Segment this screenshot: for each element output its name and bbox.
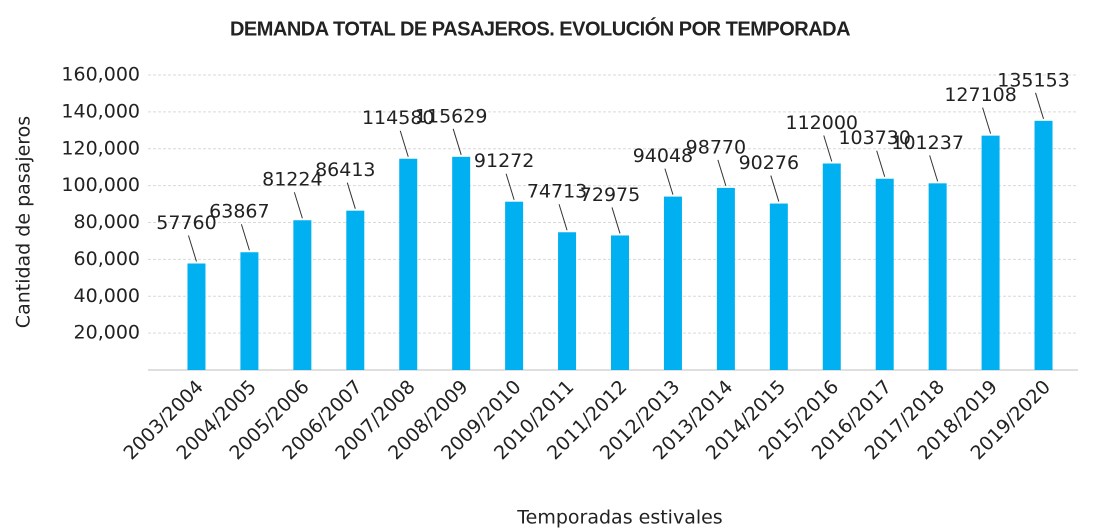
- bar: [293, 220, 312, 370]
- y-tick-label: 100,000: [61, 174, 140, 196]
- leader-line: [1035, 92, 1045, 119]
- y-tick-label: 60,000: [74, 248, 140, 270]
- data-label: 91272: [474, 150, 534, 172]
- bar: [928, 183, 947, 370]
- bar: [822, 163, 841, 370]
- leader-line: [876, 150, 886, 177]
- leader-line: [346, 182, 356, 209]
- bar: [558, 232, 577, 370]
- data-label: 101237: [891, 132, 964, 154]
- bar: [663, 196, 682, 370]
- data-label: 81224: [262, 169, 322, 191]
- leader-line: [399, 130, 409, 157]
- bar: [452, 156, 471, 370]
- data-label: 103730: [838, 127, 911, 149]
- bar: [611, 235, 629, 370]
- data-label: 72975: [580, 184, 640, 206]
- bar: [187, 263, 206, 370]
- y-tick-label: 40,000: [74, 285, 140, 307]
- y-tick-label: 160,000: [61, 64, 140, 86]
- data-label: 57760: [156, 212, 216, 234]
- bar: [875, 178, 894, 370]
- bar: [716, 187, 735, 370]
- data-label: 86413: [315, 159, 375, 181]
- data-label: 127108: [944, 84, 1017, 106]
- x-axis-title: Temporadas estivales: [516, 507, 722, 529]
- chart-title: DEMANDA TOTAL DE PASAJEROS. EVOLUCIÓN PO…: [230, 16, 850, 40]
- leader-line: [664, 168, 674, 195]
- data-label: 135153: [997, 69, 1070, 91]
- leader-line: [770, 175, 780, 202]
- bar: [1034, 120, 1053, 371]
- leader-line: [611, 207, 621, 234]
- leader-line: [823, 135, 833, 162]
- leader-line: [452, 128, 462, 155]
- data-label: 94048: [633, 145, 693, 167]
- data-label: 90276: [739, 152, 799, 174]
- bar: [505, 201, 524, 370]
- leader-line: [293, 192, 303, 219]
- data-label: 115629: [415, 105, 488, 127]
- data-label: 98770: [686, 136, 746, 158]
- data-label: 112000: [785, 112, 858, 134]
- leader-line: [929, 155, 939, 182]
- leader-line: [505, 173, 515, 200]
- data-label: 114580: [362, 107, 435, 129]
- leader-line: [982, 107, 992, 134]
- y-tick-label: 20,000: [74, 322, 140, 344]
- y-axis-title: Cantidad de pasajeros: [13, 116, 35, 328]
- leader-line: [717, 159, 727, 187]
- bar: [346, 210, 365, 370]
- bar: [769, 203, 788, 370]
- bar: [399, 158, 418, 370]
- data-label: 63867: [209, 201, 269, 223]
- leader-line: [558, 204, 568, 231]
- y-tick-label: 120,000: [61, 137, 140, 159]
- y-tick-label: 80,000: [74, 211, 140, 233]
- leader-line: [187, 235, 197, 262]
- leader-line: [240, 224, 250, 251]
- y-tick-label: 140,000: [61, 100, 140, 122]
- bar: [981, 135, 1000, 370]
- bar: [240, 252, 259, 370]
- data-label: 74713: [527, 181, 587, 203]
